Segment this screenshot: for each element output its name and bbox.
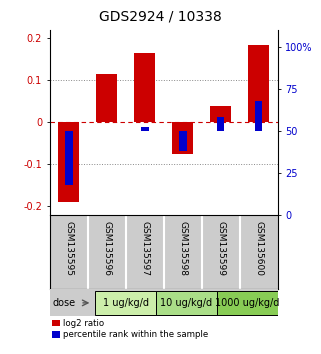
Text: GSM135600: GSM135600: [254, 221, 263, 276]
Text: GSM135596: GSM135596: [102, 221, 111, 276]
Bar: [65, 131, 73, 184]
Text: GDS2924 / 10338: GDS2924 / 10338: [99, 10, 222, 24]
Text: GSM135599: GSM135599: [216, 221, 225, 276]
Bar: [141, 127, 149, 131]
Text: dose: dose: [53, 298, 76, 308]
Text: 1 ug/kg/d: 1 ug/kg/d: [103, 298, 149, 308]
Bar: [217, 118, 224, 131]
Bar: [96, 74, 117, 122]
Bar: [172, 122, 193, 154]
Text: GSM135595: GSM135595: [64, 221, 73, 276]
Text: 1000 ug/kg/d: 1000 ug/kg/d: [215, 298, 280, 308]
Legend: log2 ratio, percentile rank within the sample: log2 ratio, percentile rank within the s…: [52, 319, 208, 339]
Bar: [156, 291, 217, 315]
Bar: [179, 131, 187, 151]
Bar: [58, 122, 79, 202]
Bar: [248, 45, 269, 122]
Text: GSM135597: GSM135597: [140, 221, 149, 276]
Bar: [134, 53, 155, 122]
Text: GSM135598: GSM135598: [178, 221, 187, 276]
Text: 10 ug/kg/d: 10 ug/kg/d: [160, 298, 213, 308]
Bar: [255, 101, 263, 131]
Bar: [95, 291, 156, 315]
Bar: [217, 291, 278, 315]
Bar: [210, 105, 231, 122]
